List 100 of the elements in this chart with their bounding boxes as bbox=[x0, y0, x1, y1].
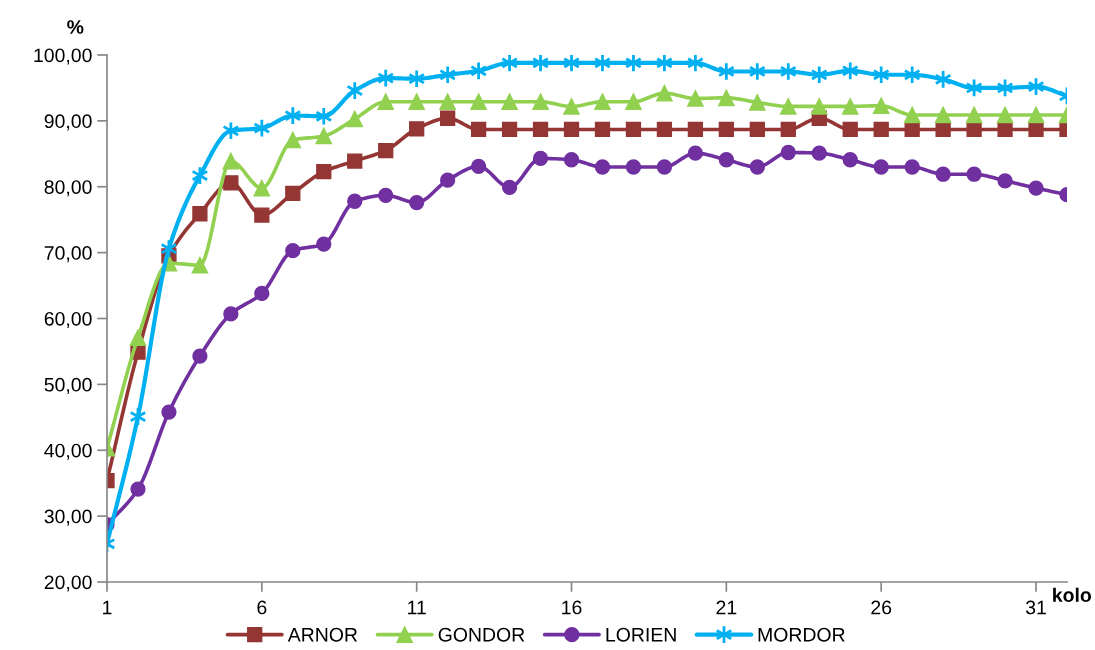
point bbox=[625, 121, 642, 138]
x-tick-label: 26 bbox=[871, 600, 892, 615]
point bbox=[501, 121, 518, 138]
point bbox=[470, 93, 487, 111]
point bbox=[192, 348, 208, 364]
point bbox=[1028, 121, 1044, 138]
point bbox=[841, 98, 859, 115]
point bbox=[965, 106, 983, 124]
point bbox=[223, 175, 239, 191]
point bbox=[687, 121, 704, 138]
point bbox=[315, 127, 333, 145]
point bbox=[192, 206, 208, 222]
point bbox=[780, 144, 796, 161]
point bbox=[378, 142, 394, 159]
point bbox=[625, 93, 642, 111]
point bbox=[749, 159, 765, 175]
point bbox=[377, 93, 395, 111]
point bbox=[966, 166, 982, 182]
y-tick-label: 70,00 bbox=[44, 246, 92, 263]
y-axis-title: % bbox=[67, 20, 84, 34]
point bbox=[222, 152, 240, 170]
point bbox=[594, 159, 611, 175]
point bbox=[440, 172, 456, 188]
x-tick-label: 16 bbox=[562, 600, 582, 615]
point bbox=[842, 152, 858, 168]
point bbox=[997, 173, 1013, 189]
point bbox=[1027, 106, 1045, 124]
point bbox=[656, 159, 673, 175]
legend-label: MORDOR bbox=[758, 627, 845, 642]
point bbox=[409, 121, 425, 137]
point bbox=[501, 179, 518, 196]
x-axis-title: kolo bbox=[1053, 587, 1092, 602]
point bbox=[501, 93, 518, 111]
point bbox=[749, 121, 765, 138]
point bbox=[316, 236, 332, 252]
point bbox=[656, 84, 673, 102]
point bbox=[409, 194, 425, 211]
point bbox=[439, 93, 456, 111]
point bbox=[904, 159, 920, 175]
y-tick-label: 90,00 bbox=[44, 114, 92, 131]
point bbox=[966, 121, 982, 138]
point bbox=[935, 166, 951, 182]
point bbox=[284, 131, 302, 149]
point bbox=[594, 121, 611, 138]
point bbox=[718, 89, 735, 107]
point bbox=[904, 121, 920, 138]
point bbox=[810, 98, 828, 115]
point bbox=[873, 159, 889, 175]
point bbox=[655, 55, 674, 73]
point bbox=[254, 285, 270, 302]
point bbox=[563, 121, 580, 138]
point bbox=[129, 329, 147, 346]
point bbox=[223, 306, 239, 322]
point bbox=[656, 121, 673, 138]
point bbox=[780, 121, 796, 138]
legend-label: ARNOR bbox=[287, 627, 358, 642]
point bbox=[903, 106, 921, 124]
point bbox=[378, 187, 394, 203]
point bbox=[316, 163, 332, 180]
point bbox=[532, 93, 549, 111]
point bbox=[532, 121, 549, 138]
point bbox=[346, 110, 364, 128]
y-tick-label: 30,00 bbox=[44, 509, 92, 526]
point bbox=[563, 98, 580, 115]
point bbox=[285, 243, 301, 259]
point bbox=[347, 193, 363, 209]
point bbox=[718, 152, 734, 168]
y-tick-label: 20,00 bbox=[44, 575, 92, 592]
point bbox=[842, 121, 858, 138]
x-tick-label: 11 bbox=[408, 600, 426, 615]
point bbox=[408, 93, 426, 111]
point bbox=[130, 481, 146, 497]
legend-label: GONDOR bbox=[438, 627, 525, 642]
y-tick-label: 50,00 bbox=[44, 377, 92, 394]
point bbox=[997, 121, 1013, 138]
point bbox=[254, 207, 270, 223]
legend-label: LORIEN bbox=[606, 627, 676, 642]
point bbox=[161, 404, 177, 420]
x-tick-label: 6 bbox=[257, 600, 267, 615]
y-tick-label: 40,00 bbox=[44, 443, 92, 460]
point bbox=[624, 55, 643, 73]
point bbox=[687, 145, 704, 161]
point bbox=[531, 55, 550, 73]
point bbox=[873, 121, 889, 138]
y-tick-label: 60,00 bbox=[44, 311, 92, 329]
point bbox=[872, 97, 890, 115]
point bbox=[532, 150, 549, 167]
point bbox=[285, 185, 301, 201]
point bbox=[440, 110, 456, 126]
point bbox=[1028, 180, 1044, 196]
x-tick-label: 1 bbox=[103, 600, 112, 615]
y-tick-label: 100,00 bbox=[34, 48, 92, 65]
x-tick-label: 21 bbox=[716, 600, 737, 615]
point bbox=[470, 121, 487, 138]
point bbox=[779, 98, 797, 115]
point bbox=[593, 55, 612, 73]
point bbox=[470, 158, 487, 174]
point bbox=[191, 256, 209, 274]
point bbox=[687, 90, 704, 107]
point bbox=[996, 106, 1014, 124]
